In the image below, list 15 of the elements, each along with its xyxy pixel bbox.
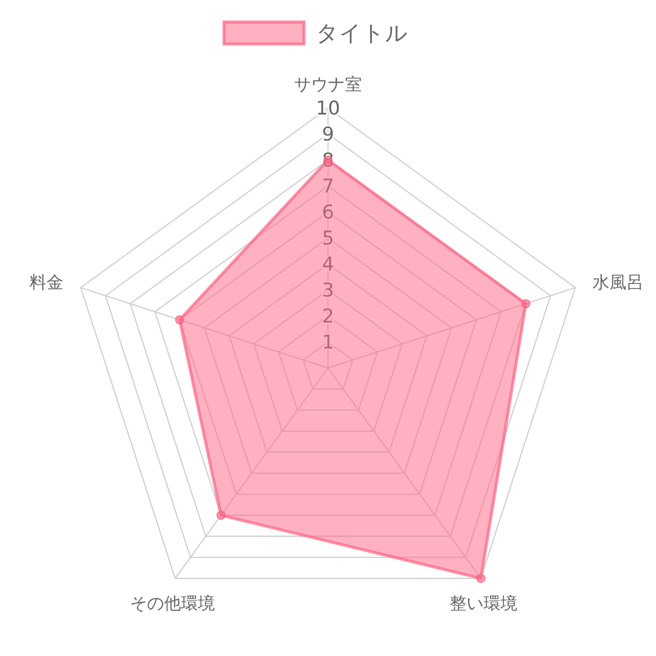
- y-tick-label: 2: [322, 306, 334, 328]
- spoke-label: サウナ室: [294, 74, 362, 95]
- spoke-label: 料金: [29, 272, 64, 293]
- spoke-label: 整い環境: [450, 594, 518, 614]
- y-tick-label: 6: [322, 202, 334, 224]
- y-tick-label: 7: [322, 176, 334, 198]
- y-tick-label: 5: [322, 228, 334, 250]
- spoke-label: その他環境: [130, 594, 215, 614]
- y-tick-label: 4: [322, 254, 334, 276]
- y-tick-label: 9: [322, 124, 334, 146]
- y-tick-label: 3: [322, 280, 334, 302]
- y-tick-label: 10: [316, 98, 340, 120]
- y-tick-label: 1: [322, 332, 334, 354]
- legend-label: タイトル: [316, 22, 408, 47]
- spoke-label: 水風呂: [592, 272, 644, 293]
